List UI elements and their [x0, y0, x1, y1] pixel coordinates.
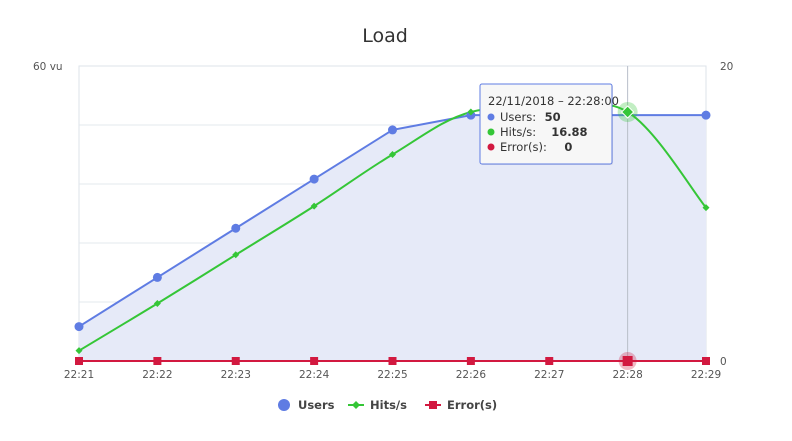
- users-area: [79, 115, 706, 362]
- errors-point: [153, 357, 162, 365]
- errors-point: [702, 357, 710, 365]
- y-right-tick-label: 20: [720, 61, 733, 73]
- errors-point: [466, 357, 475, 365]
- hits-point: [389, 151, 396, 158]
- x-tick-label: 22:23: [221, 369, 251, 381]
- x-tick-label: 22:29: [691, 369, 721, 381]
- hits-point: [75, 347, 83, 355]
- x-tick-label: 22:25: [377, 369, 407, 381]
- users-point: [74, 322, 84, 332]
- users-area-fill: [79, 115, 706, 362]
- legend-marker-hits: [352, 401, 360, 409]
- hits-point: [467, 108, 475, 116]
- tooltip-value: 0: [564, 140, 572, 154]
- legend-label[interactable]: Users: [298, 398, 335, 412]
- users-point: [309, 174, 319, 184]
- y-left-tick-label: 60 vu: [33, 61, 63, 73]
- users-point: [388, 125, 397, 135]
- errors-point: [622, 356, 633, 366]
- legend[interactable]: Users Hits/s Error(s): [278, 398, 497, 412]
- hits-point: [310, 202, 318, 210]
- tooltip-bullet: [487, 143, 495, 151]
- tooltip-bullet: [487, 128, 495, 136]
- users-point: [701, 110, 711, 120]
- hits-point: [153, 299, 161, 307]
- chart-title: Load: [362, 25, 408, 47]
- legend-marker-errors: [429, 401, 437, 409]
- tooltip-box: [479, 83, 613, 165]
- tooltip-value: 16.88: [551, 125, 587, 139]
- y-right-tick-label: 0: [720, 356, 727, 368]
- hits-point: [232, 251, 240, 259]
- legend-label[interactable]: Hits/s: [370, 398, 407, 412]
- hits-point: [620, 105, 635, 119]
- errors-point: [545, 357, 554, 365]
- tooltip-label: Hits/s:: [500, 125, 536, 139]
- x-tick-label: 22:27: [534, 369, 564, 381]
- x-tick-label: 22:24: [299, 369, 330, 381]
- errors-point: [231, 357, 240, 365]
- tooltip-bullet: [487, 113, 495, 121]
- tooltip-date: 22/11/2018 – 22:28:00: [488, 94, 619, 108]
- series-markers[interactable]: [74, 102, 711, 370]
- tooltip-label: Users:: [500, 110, 536, 124]
- tooltip: 22/11/2018 – 22:28:00 Users: 50 Hits/s: 16.8…: [479, 83, 619, 165]
- errors-point: [75, 357, 83, 365]
- tooltip-value: 50: [545, 110, 561, 124]
- errors-point: [388, 357, 397, 365]
- users-point: [152, 272, 162, 282]
- axes: 22:21 22:22 22:23 22:24 22:25 22:26 22:27 22:28…: [33, 61, 733, 381]
- users-point: [231, 223, 241, 233]
- x-tick-label: 22:28: [612, 369, 642, 381]
- hits-point: [702, 204, 710, 212]
- legend-label[interactable]: Error(s): [447, 398, 497, 412]
- x-tick-label: 22:21: [64, 369, 94, 381]
- x-tick-label: 22:22: [142, 369, 172, 381]
- tooltip-label: Error(s):: [500, 140, 547, 154]
- legend-marker-users: [278, 399, 290, 411]
- errors-point: [310, 357, 319, 365]
- x-tick-label: 22:26: [456, 369, 487, 381]
